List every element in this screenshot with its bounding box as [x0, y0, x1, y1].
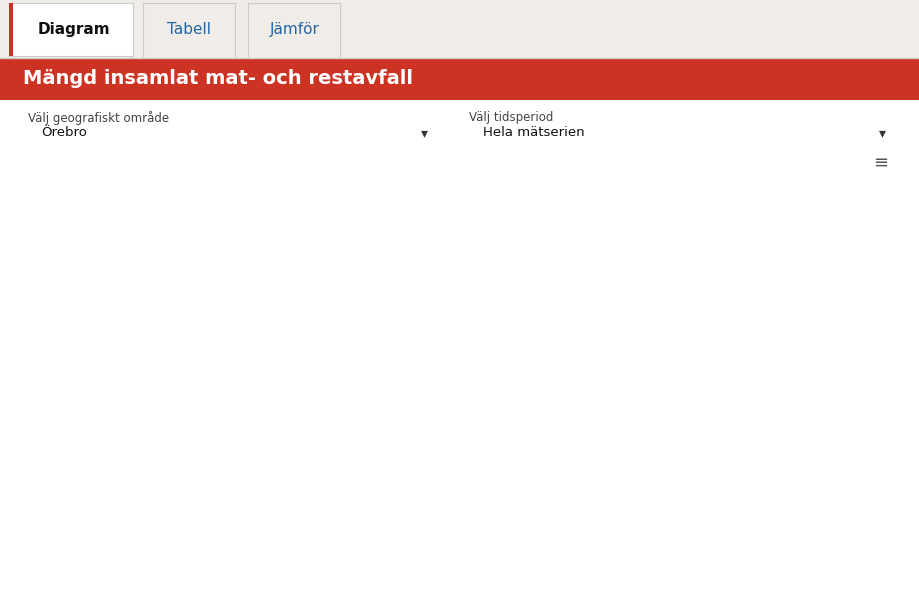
Text: kg/person: kg/person — [24, 130, 85, 143]
Legend: Örebro, Lokalt mål, Linjär trend: Örebro, Lokalt mål, Linjär trend — [318, 581, 642, 606]
Text: Jämför: Jämför — [269, 22, 319, 37]
Text: Diagram: Diagram — [38, 22, 110, 37]
Bar — [740, 271, 766, 518]
Bar — [660, 271, 686, 518]
Text: Välj tidsperiod: Välj tidsperiod — [469, 111, 553, 124]
Bar — [143, 269, 169, 518]
Text: Tabell: Tabell — [166, 22, 210, 37]
Bar — [501, 233, 527, 518]
Text: Örebro: Örebro — [41, 126, 87, 139]
Text: Hela mätserien: Hela mätserien — [482, 126, 584, 139]
Bar — [223, 210, 249, 518]
Text: ▾: ▾ — [878, 125, 885, 140]
Bar — [381, 217, 408, 518]
Bar — [699, 237, 725, 518]
Bar — [461, 225, 487, 518]
Bar — [104, 252, 130, 518]
Text: Mängd insamlat mat- och restavfall: Mängd insamlat mat- och restavfall — [23, 69, 413, 88]
Bar — [302, 218, 328, 518]
Bar — [620, 244, 646, 518]
Bar — [263, 200, 289, 518]
Bar — [422, 221, 448, 518]
Bar — [183, 254, 209, 518]
Bar — [342, 213, 368, 518]
Text: ▾: ▾ — [420, 125, 427, 140]
Bar — [581, 250, 607, 518]
Text: ≡: ≡ — [872, 153, 887, 171]
Text: Välj geografiskt område: Välj geografiskt område — [28, 110, 168, 125]
Bar — [540, 244, 567, 518]
